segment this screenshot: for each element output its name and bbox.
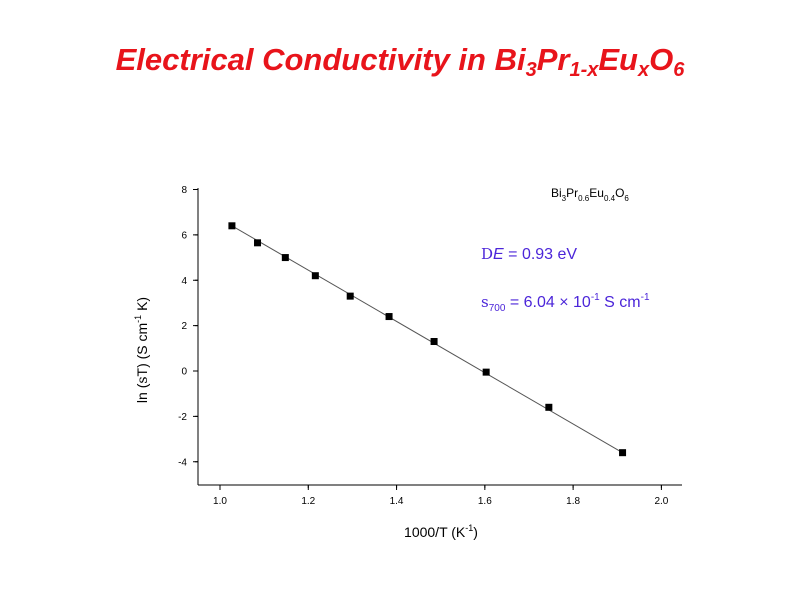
data-point (346, 292, 354, 300)
title-subscript: 6 (673, 59, 685, 81)
slide-title: Electrical Conductivity in Bi3Pr1-xEuxO6 (0, 42, 800, 82)
x-tick-label: 1.2 (301, 496, 315, 507)
data-point (545, 403, 553, 411)
sample-formula-label: Bi3Pr0.6Eu0.4O6 (551, 186, 629, 203)
data-point (385, 313, 393, 321)
data-point (311, 272, 319, 280)
activation-energy-variable: E (493, 246, 504, 263)
y-tick-label: 6 (181, 230, 187, 241)
x-tick-label: 1.4 (390, 496, 404, 507)
y-tick-label: 8 (181, 185, 187, 196)
y-tick-label: -2 (178, 412, 187, 423)
title-text: Pr (536, 42, 570, 77)
conductivity-700-label: s700 = 6.04 × 10-1 S cm-1 (481, 292, 650, 314)
title-text: Eu (598, 42, 638, 77)
times-symbol: × (559, 294, 568, 311)
data-point (281, 254, 289, 262)
y-axis-label-text: ln ( (134, 383, 150, 403)
delta-symbol: D (481, 245, 493, 263)
sigma-subscript: 700 (489, 303, 506, 314)
data-point (228, 222, 236, 230)
sample-formula-subscript: 3 (562, 194, 567, 203)
title-subscript: x (638, 59, 650, 81)
conductivity-exponent: -1 (591, 292, 600, 303)
x-tick-label: 2.0 (654, 496, 668, 507)
x-tick-label: 1.6 (478, 496, 492, 507)
y-tick-label: -4 (178, 457, 187, 468)
conductivity-value: = 6.04 (505, 294, 559, 311)
y-axis-label: ln (sT) (S cm-1 K) (133, 297, 151, 403)
data-point (619, 449, 627, 457)
x-axis-label: 1000/T (K-1) (404, 523, 478, 540)
x-axis-label-superscript: -1 (465, 523, 473, 533)
title-subscript: 3 (525, 59, 537, 81)
y-axis-label-greek: s (135, 376, 151, 383)
x-tick-label: 1.8 (566, 496, 580, 507)
sample-formula-text: O (615, 186, 624, 200)
y-tick-label: 2 (181, 321, 187, 332)
sigma-symbol: s (481, 293, 489, 311)
title-text: Electrical Conductivity in Bi (115, 42, 526, 77)
data-point (482, 368, 490, 376)
fit-line (231, 225, 623, 454)
y-axis-label-text: T) (S cm (134, 323, 150, 377)
y-tick-label: 4 (181, 276, 187, 287)
conductivity-unit-exponent: -1 (641, 292, 650, 303)
x-tick-label: 1.0 (213, 496, 227, 507)
conductivity-exponent-base: 10 (569, 294, 591, 311)
sample-formula-subscript: 0.6 (578, 194, 590, 203)
activation-energy-value: = 0.93 eV (504, 246, 578, 263)
x-axis-label-text: 1000/T (K (404, 524, 466, 540)
sample-formula-subscript: 6 (624, 194, 629, 203)
title-text: O (649, 42, 674, 77)
y-axis-label-text: K) (134, 297, 150, 315)
conductivity-unit: S cm (600, 294, 641, 311)
y-axis-label-superscript: -1 (133, 315, 143, 323)
activation-energy-label: DE = 0.93 eV (481, 245, 577, 263)
sample-formula-text: Bi (551, 186, 562, 200)
data-point (254, 239, 262, 247)
sample-formula-text: Pr (566, 186, 578, 200)
data-point (430, 338, 438, 346)
y-tick-label: 0 (181, 367, 187, 378)
x-axis-label-text: ) (473, 524, 478, 540)
sample-formula-subscript: 0.4 (604, 194, 616, 203)
sample-formula-text: Eu (589, 186, 604, 200)
title-subscript: 1-x (569, 59, 599, 81)
